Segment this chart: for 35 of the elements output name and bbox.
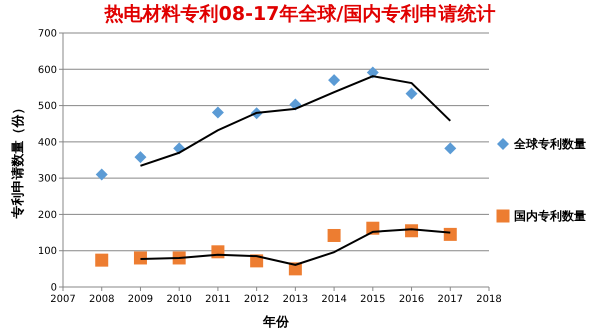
- point: [444, 228, 457, 241]
- x-tick-label: 2015: [360, 294, 386, 305]
- legend-label: 全球专利数量: [513, 137, 586, 151]
- y-tick-label: 500: [38, 101, 57, 112]
- y-tick-label: 0: [50, 282, 57, 294]
- point: [212, 106, 224, 118]
- x-tick-label: 2009: [128, 294, 154, 305]
- x-tick-label: 2018: [476, 294, 502, 305]
- x-axis-title: 年份: [262, 315, 290, 330]
- y-tick-label: 600: [38, 64, 57, 76]
- y-tick-label: 700: [38, 28, 57, 40]
- x-tick-label: 2011: [205, 294, 231, 305]
- point: [96, 168, 108, 181]
- x-tick-label: 2016: [398, 294, 424, 305]
- chart-title: 热电材料专利08-17年全球/国内专利申请统计: [104, 3, 496, 25]
- point: [95, 254, 108, 267]
- y-tick-label: 400: [38, 137, 57, 148]
- y-axis-title: 专利申请数量（份）: [10, 102, 26, 220]
- x-tick-label: 2007: [50, 294, 76, 305]
- x-tick-label: 2008: [89, 294, 114, 305]
- y-tick-label: 100: [38, 246, 57, 258]
- point: [134, 151, 146, 164]
- legend-label: 国内专利数量: [514, 209, 586, 223]
- y-tick-label: 200: [38, 210, 57, 221]
- x-tick-label: 2013: [282, 294, 308, 305]
- x-tick-label: 2010: [166, 294, 192, 305]
- point: [328, 74, 340, 86]
- x-tick-label: 2017: [438, 294, 463, 305]
- point: [444, 142, 456, 154]
- y-tick-label: 300: [38, 174, 57, 185]
- x-tick-label: 2012: [244, 294, 270, 305]
- point: [328, 228, 341, 242]
- point: [134, 251, 147, 264]
- point: [406, 88, 418, 100]
- x-tick-label: 2014: [321, 294, 347, 305]
